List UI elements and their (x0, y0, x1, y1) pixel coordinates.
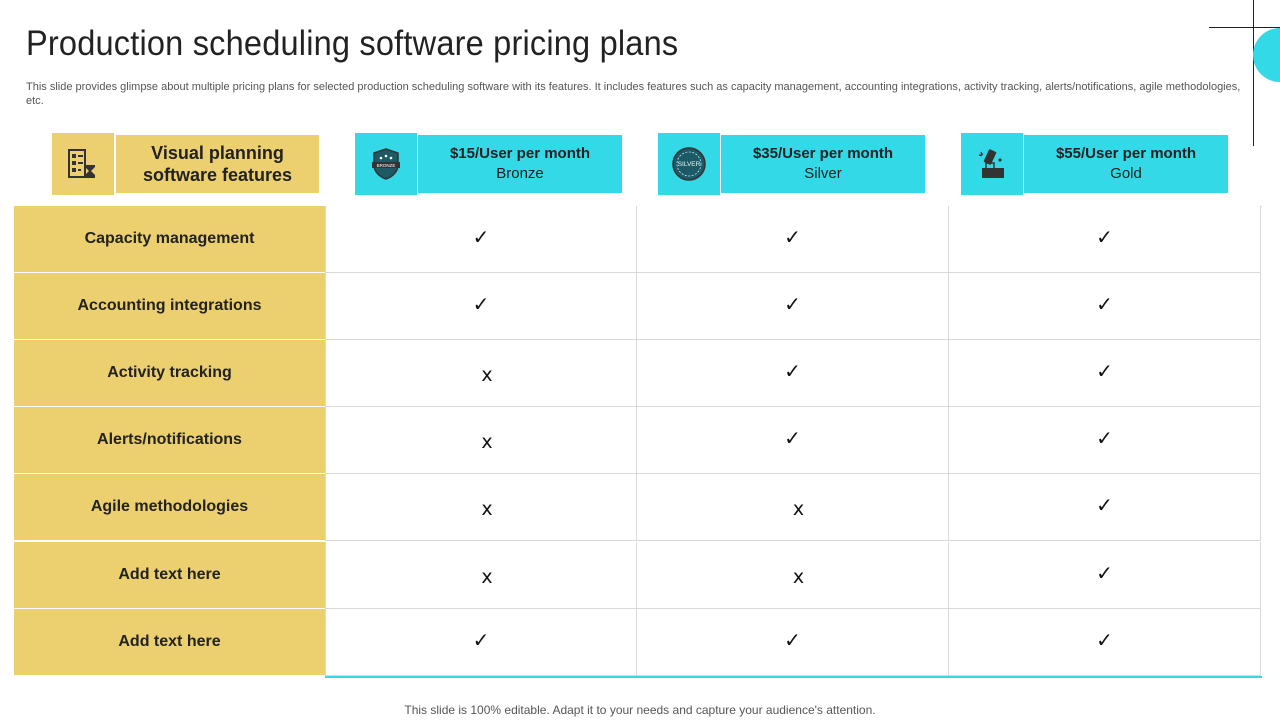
features-header-line1: Visual planning (151, 143, 284, 163)
feature-comparison-table: Capacity management ✓ ✓ ✓ Accounting int… (14, 206, 1262, 678)
feature-cell: Add text here (14, 542, 325, 609)
table-bottom-border (325, 676, 1262, 678)
table-row: Accounting integrations ✓ ✓ ✓ (14, 273, 1262, 340)
gold-cell: ✓ (949, 407, 1261, 474)
silver-mark: ✓ (784, 226, 801, 249)
bronze-mark: x (481, 566, 493, 588)
decorative-circle (1253, 28, 1280, 82)
plan-tier: Silver (804, 165, 842, 182)
gold-mark: ✓ (1096, 562, 1113, 585)
silver-mark: ✓ (784, 629, 801, 652)
gold-mark: ✓ (1096, 226, 1113, 249)
silver-cell: x (637, 542, 949, 609)
plan-tier: Gold (1110, 165, 1142, 182)
gold-mark: ✓ (1096, 494, 1113, 517)
plan-price: $15/User per month (449, 145, 591, 162)
feature-cell: Activity tracking (14, 340, 325, 407)
slide-subtitle: This slide provides glimpse about multip… (26, 81, 1241, 107)
table-row: Agile methodologies x x ✓ (14, 474, 1262, 541)
bronze-cell: ✓ (325, 206, 637, 273)
plan-tier: Bronze (496, 165, 544, 182)
bronze-mark: x (481, 498, 493, 520)
feature-cell: Alerts/notifications (14, 407, 325, 474)
gold-cell: ✓ (949, 206, 1261, 273)
table-row: Add text here x x ✓ (14, 542, 1262, 609)
plan-price: $55/User per month (1055, 145, 1197, 162)
plan-header-gold-label: $55/User per month Gold (1024, 135, 1228, 193)
plan-header-bronze: BRONZE $15/User per month Bronze (355, 133, 622, 195)
gold-mark: ✓ (1096, 360, 1113, 383)
svg-text:SILVER: SILVER (678, 161, 701, 168)
bronze-cell: x (325, 542, 637, 609)
gold-mark: ✓ (1096, 427, 1113, 450)
silver-mark: x (792, 498, 805, 520)
bronze-cell: x (325, 474, 637, 541)
features-header: Visual planning software features (52, 133, 319, 195)
silver-cell: ✓ (637, 273, 949, 340)
decorative-horizontal-line (1209, 27, 1280, 28)
plan-price: $35/User per month (752, 145, 894, 162)
silver-cell: ✓ (637, 609, 949, 676)
bronze-badge-icon: BRONZE (355, 133, 417, 195)
silver-mark: ✓ (784, 293, 801, 316)
gold-cell: ✓ (949, 609, 1261, 676)
feature-cell: Capacity management (14, 206, 325, 273)
table-row: Alerts/notifications x ✓ ✓ (14, 407, 1262, 474)
bronze-mark: ✓ (472, 226, 490, 249)
silver-mark: x (792, 566, 805, 588)
silver-seal-icon: SILVER (658, 133, 720, 195)
feature-cell: Accounting integrations (14, 273, 325, 340)
bronze-cell: ✓ (325, 273, 637, 340)
silver-mark: ✓ (784, 427, 801, 450)
gold-cell: ✓ (949, 273, 1261, 340)
gold-cell: ✓ (949, 474, 1261, 541)
features-header-label: Visual planning software features (116, 135, 319, 193)
gold-bar-icon (961, 133, 1023, 195)
planning-checklist-icon (52, 133, 114, 195)
bronze-mark: ✓ (472, 293, 490, 316)
gold-mark: ✓ (1096, 629, 1113, 652)
slide-footer: This slide is 100% editable. Adapt it to… (404, 703, 876, 717)
table-row: Activity tracking x ✓ ✓ (14, 340, 1262, 407)
gold-cell: ✓ (949, 542, 1261, 609)
silver-cell: ✓ (637, 340, 949, 407)
silver-mark: ✓ (784, 360, 801, 383)
bronze-cell: x (325, 407, 637, 474)
plan-header-silver: SILVER $35/User per month Silver (658, 133, 925, 195)
gold-cell: ✓ (949, 340, 1261, 407)
gold-mark: ✓ (1096, 293, 1113, 316)
silver-cell: x (637, 474, 949, 541)
plan-header-gold: $55/User per month Gold (961, 133, 1228, 195)
table-row: Capacity management ✓ ✓ ✓ (14, 206, 1262, 273)
bronze-mark: x (481, 431, 493, 453)
feature-cell: Add text here (14, 609, 325, 676)
table-row: Add text here ✓ ✓ ✓ (14, 609, 1262, 676)
features-header-line2: software features (142, 165, 293, 185)
svg-text:BRONZE: BRONZE (377, 163, 396, 168)
decorative-vertical-line (1253, 0, 1254, 146)
bronze-mark: x (481, 364, 493, 386)
plan-header-silver-label: $35/User per month Silver (721, 135, 925, 193)
silver-cell: ✓ (637, 407, 949, 474)
bronze-cell: x (325, 340, 637, 407)
bronze-mark: ✓ (472, 629, 490, 652)
silver-cell: ✓ (637, 206, 949, 273)
slide-title: Production scheduling software pricing p… (26, 24, 679, 63)
plan-header-bronze-label: $15/User per month Bronze (418, 135, 622, 193)
feature-cell: Agile methodologies (14, 474, 325, 541)
bronze-cell: ✓ (325, 609, 637, 676)
